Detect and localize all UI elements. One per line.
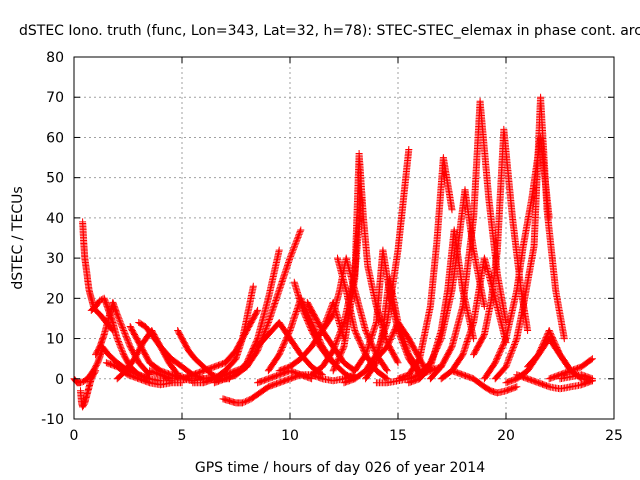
series-points-path	[448, 367, 521, 397]
y-tick-label: 70	[46, 90, 64, 106]
y-tick-label: 50	[46, 171, 64, 187]
y-tick-label: 30	[46, 251, 64, 267]
x-tick-label: 25	[605, 428, 623, 444]
y-axis-label: dSTEC / TECUs	[10, 186, 26, 289]
series-points-path	[556, 371, 596, 383]
series-points-path	[491, 93, 568, 383]
y-tick-label: 10	[46, 332, 64, 348]
series-arc	[254, 319, 326, 379]
chart-title: dSTEC Iono. truth (func, Lon=343, Lat=32…	[19, 23, 640, 39]
y-tick-label: -10	[41, 412, 64, 428]
series-arc	[513, 371, 596, 393]
series-arc	[556, 371, 596, 383]
series-points-path	[77, 367, 100, 411]
series-points-path	[200, 282, 257, 383]
series-points-path	[329, 150, 402, 375]
series-points-path	[92, 298, 154, 379]
series-arc	[394, 154, 456, 383]
x-tick-label: 0	[70, 428, 79, 444]
series-points-path	[254, 319, 326, 379]
x-tick-label: 20	[497, 428, 515, 444]
y-tick-label: 20	[46, 291, 64, 307]
series-points-path	[334, 254, 391, 383]
series-arc	[102, 359, 186, 389]
x-tick-label: 5	[178, 428, 187, 444]
series-arc	[491, 93, 568, 383]
series-points-path	[513, 371, 596, 393]
x-axis-ticks: 0 5 10 15 20 25	[70, 57, 623, 444]
x-tick-label: 10	[281, 428, 299, 444]
series-arc	[92, 298, 154, 379]
series-points-path	[394, 154, 456, 383]
y-tick-label: 0	[55, 372, 64, 388]
y-axis-ticks: -10 0 10 20 30 40 50 60 70 80	[41, 50, 614, 428]
series-points-path	[545, 355, 596, 383]
series-arc	[334, 254, 391, 383]
plot-frame	[73, 56, 615, 420]
y-tick-label: 40	[46, 211, 64, 227]
series-arc	[437, 254, 510, 383]
series-arc	[219, 375, 294, 407]
y-tick-label: 60	[46, 130, 64, 146]
series-points-path	[219, 375, 294, 407]
x-axis-label: GPS time / hours of day 026 of year 2014	[195, 460, 485, 476]
y-tick-label: 80	[46, 50, 64, 66]
series-points	[70, 93, 596, 411]
series-points-path	[102, 359, 186, 389]
series-arc	[200, 282, 257, 383]
series-points-path	[437, 254, 510, 383]
series-arc	[329, 150, 402, 375]
series-arc	[448, 367, 521, 397]
series-arc	[545, 355, 596, 383]
x-tick-label: 15	[389, 428, 407, 444]
series-arc	[77, 367, 100, 411]
